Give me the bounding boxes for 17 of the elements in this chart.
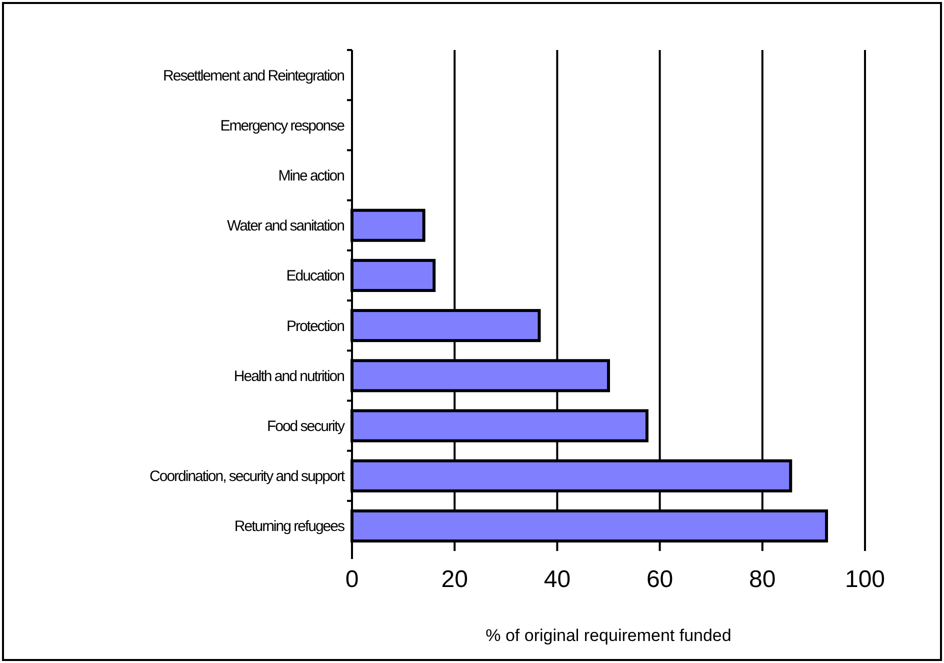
y-tick-label: Health and nutrition [234, 368, 345, 385]
y-tick-label: Protection [286, 318, 345, 335]
y-tick-label: Water and sanitation [226, 218, 345, 235]
x-tick-label: 0 [345, 566, 359, 593]
x-tick-label: 100 [844, 566, 886, 593]
y-tick-label: Mine action [278, 168, 345, 184]
x-tick-label: 20 [441, 566, 468, 593]
y-tick-label: Food security [266, 418, 346, 435]
x-tick-label: 80 [749, 566, 776, 593]
y-tick-label: Resettlement and Reintegration [163, 67, 345, 84]
y-tick-label: Emergency response [220, 117, 345, 134]
y-tick-label: Education [286, 268, 345, 285]
y-tick-label: Coordination, security and support [150, 468, 346, 486]
x-tick-label: 40 [544, 566, 571, 593]
x-axis-title: % of original requirement funded [486, 626, 732, 645]
y-tick-label: Returning refugees [234, 518, 344, 536]
x-tick-label: 60 [646, 566, 674, 593]
